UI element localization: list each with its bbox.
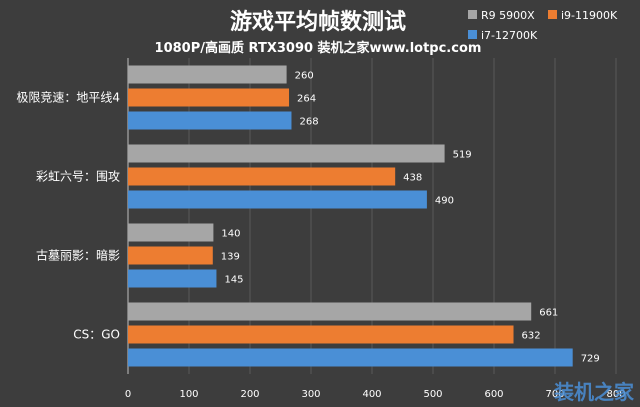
x-tick-label: 500 [423, 389, 442, 400]
data-label: 140 [221, 229, 240, 240]
category-label: 彩虹六号：围攻 [36, 170, 120, 184]
x-tick-label: 200 [240, 389, 259, 400]
data-label: 268 [299, 117, 318, 128]
data-label: 264 [297, 94, 316, 105]
x-tick-label: 0 [125, 389, 131, 400]
data-label: 145 [224, 275, 243, 286]
chart-subtitle: 1080P/高画质 RTX3090 装机之家www.lotpc.com [155, 40, 482, 56]
bar [128, 269, 217, 288]
legend: R9 5900X i9-11900K i7-12700K [468, 9, 618, 42]
x-tick-label: 700 [545, 389, 564, 400]
data-label: 438 [403, 173, 422, 184]
bar [128, 144, 445, 163]
bar [128, 190, 427, 209]
legend-swatch [548, 10, 557, 19]
x-tick-label: 600 [484, 389, 503, 400]
x-tick-label: 100 [179, 389, 198, 400]
data-label: 260 [295, 71, 314, 82]
legend-label: i9-11900K [561, 9, 618, 22]
bar [128, 223, 214, 242]
data-label: 661 [539, 308, 558, 319]
bars: 260 264 268 519 438 490 140 139 145 661 632 729 [128, 65, 600, 367]
watermark-logo: 装机之家 [553, 380, 635, 404]
legend-label: R9 5900X [481, 9, 535, 22]
data-label: 729 [581, 354, 600, 365]
bar [128, 246, 213, 265]
data-label: 139 [221, 252, 240, 263]
data-label: 632 [522, 331, 541, 342]
bar [128, 88, 290, 107]
bar [128, 325, 514, 344]
chart-title: 游戏平均帧数测试 [230, 9, 406, 35]
x-tick-label: 300 [301, 389, 320, 400]
bar [128, 111, 292, 130]
bar [128, 348, 573, 367]
bar [128, 167, 396, 186]
x-tick-labels: 0 100 200 300 400 500 600 700 800 [125, 389, 626, 400]
legend-label: i7-12700K [481, 29, 538, 42]
data-label: 519 [453, 150, 472, 161]
x-tick-label: 800 [606, 389, 625, 400]
category-label: CS：GO [73, 328, 120, 342]
legend-swatch [468, 30, 477, 39]
category-label: 古墓丽影：暗影 [36, 248, 120, 263]
bar [128, 302, 532, 321]
legend-swatch [468, 10, 477, 19]
data-label: 490 [435, 196, 454, 207]
x-tick-label: 400 [362, 389, 381, 400]
gridlines [127, 58, 617, 374]
bar [128, 65, 287, 84]
category-label: 极限竞速：地平线4 [16, 91, 120, 105]
